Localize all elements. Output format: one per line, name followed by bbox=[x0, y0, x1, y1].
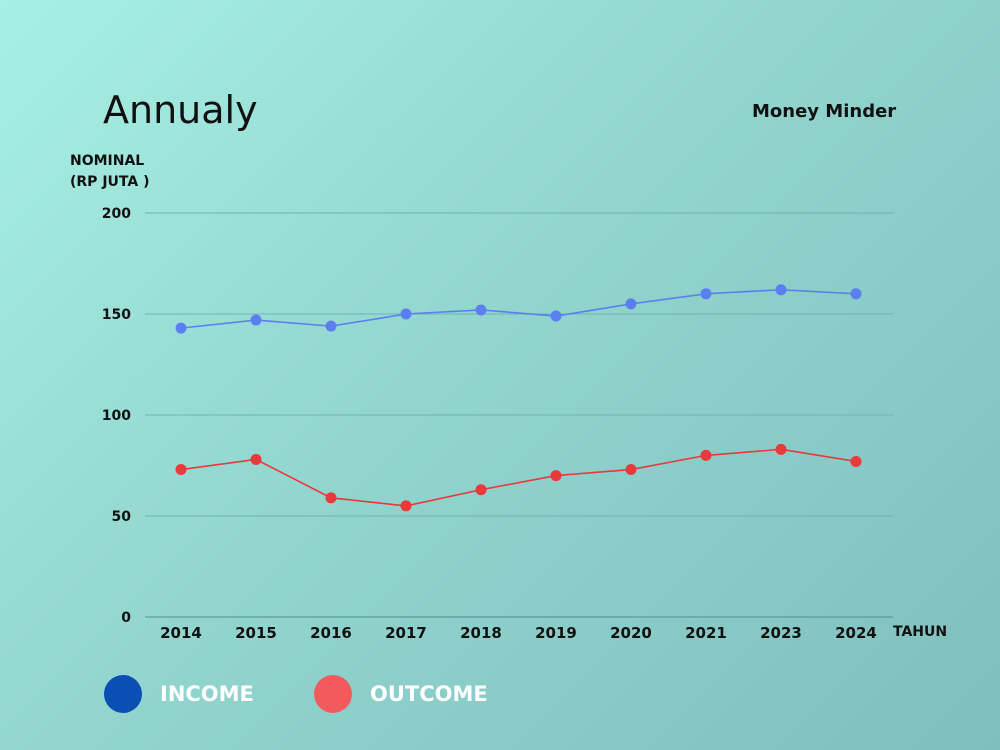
series-line-income bbox=[180, 288, 857, 329]
y-tick-label: 50 bbox=[112, 509, 132, 525]
y-tick-label: 200 bbox=[102, 206, 131, 222]
data-point-outcome bbox=[550, 470, 562, 482]
data-point-income bbox=[700, 288, 712, 300]
data-point-outcome bbox=[175, 464, 187, 476]
x-tick-label: 2020 bbox=[610, 624, 652, 642]
x-tick-label: 2024 bbox=[835, 624, 877, 642]
data-point-income bbox=[175, 322, 187, 334]
data-point-income bbox=[475, 304, 487, 316]
data-point-outcome bbox=[250, 453, 262, 465]
data-point-outcome bbox=[475, 484, 487, 496]
legend-income-swatch bbox=[104, 675, 142, 713]
chart-title: Annualy bbox=[103, 88, 258, 132]
data-point-outcome bbox=[400, 500, 412, 512]
data-point-outcome bbox=[700, 449, 712, 461]
x-tick-label: 2014 bbox=[160, 624, 202, 642]
data-point-income bbox=[775, 284, 787, 296]
y-tick-label: 100 bbox=[102, 408, 131, 424]
legend-outcome-swatch bbox=[314, 675, 352, 713]
data-point-income bbox=[400, 308, 412, 320]
data-point-income bbox=[625, 298, 637, 310]
x-tick-label: 2017 bbox=[385, 624, 427, 642]
legend-income: INCOME bbox=[104, 675, 254, 713]
x-tick-label: 2023 bbox=[760, 624, 802, 642]
legend-outcome-label: OUTCOME bbox=[370, 682, 488, 706]
y-tick-label: 150 bbox=[102, 307, 131, 323]
data-point-income bbox=[325, 320, 337, 332]
brand-name: Money Minder bbox=[752, 101, 897, 122]
series-line-outcome bbox=[180, 448, 857, 507]
data-point-income bbox=[550, 310, 562, 322]
data-point-income bbox=[250, 314, 262, 326]
y-tick-label: 0 bbox=[121, 610, 131, 626]
x-tick-label: 2016 bbox=[310, 624, 352, 642]
data-point-outcome bbox=[850, 455, 862, 467]
y-axis-label-line2: (RP JUTA ) bbox=[70, 174, 150, 190]
x-axis-label: TAHUN bbox=[893, 624, 947, 640]
data-point-outcome bbox=[325, 492, 337, 504]
x-tick-label: 2019 bbox=[535, 624, 577, 642]
data-point-income bbox=[850, 288, 862, 300]
y-axis-label-line1: NOMINAL bbox=[70, 153, 145, 169]
legend-outcome: OUTCOME bbox=[314, 675, 488, 713]
y-axis-label: NOMINAL (RP JUTA ) bbox=[70, 151, 149, 193]
x-tick-label: 2015 bbox=[235, 624, 277, 642]
x-tick-label: 2018 bbox=[460, 624, 502, 642]
legend-income-label: INCOME bbox=[160, 682, 254, 706]
data-point-outcome bbox=[775, 443, 787, 455]
data-point-outcome bbox=[625, 464, 637, 476]
x-tick-label: 2021 bbox=[685, 624, 727, 642]
